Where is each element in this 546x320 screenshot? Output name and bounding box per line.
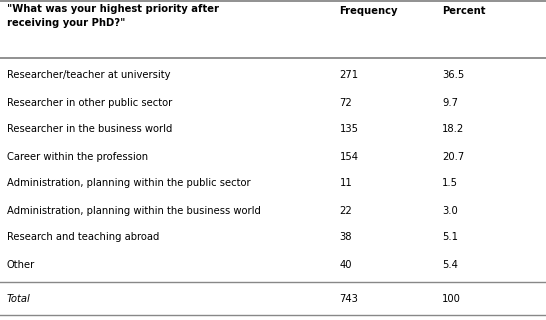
- Text: 9.7: 9.7: [442, 98, 458, 108]
- Text: 72: 72: [340, 98, 352, 108]
- Text: 40: 40: [340, 260, 352, 269]
- Text: Career within the profession: Career within the profession: [7, 151, 147, 162]
- Text: 271: 271: [340, 70, 359, 81]
- Text: Frequency: Frequency: [340, 6, 398, 16]
- Text: 100: 100: [442, 293, 461, 303]
- Text: 5.1: 5.1: [442, 233, 458, 243]
- Text: Percent: Percent: [442, 6, 486, 16]
- Text: 1.5: 1.5: [442, 179, 458, 188]
- Text: 22: 22: [340, 205, 352, 215]
- Text: Research and teaching abroad: Research and teaching abroad: [7, 233, 159, 243]
- Text: 3.0: 3.0: [442, 205, 458, 215]
- Text: Researcher/teacher at university: Researcher/teacher at university: [7, 70, 170, 81]
- Text: Total: Total: [7, 293, 30, 303]
- Text: 36.5: 36.5: [442, 70, 465, 81]
- Text: 154: 154: [340, 151, 359, 162]
- Text: 135: 135: [340, 124, 359, 134]
- Text: 5.4: 5.4: [442, 260, 458, 269]
- Text: Researcher in the business world: Researcher in the business world: [7, 124, 172, 134]
- Text: 38: 38: [340, 233, 352, 243]
- Text: Administration, planning within the business world: Administration, planning within the busi…: [7, 205, 260, 215]
- Text: 20.7: 20.7: [442, 151, 465, 162]
- Text: Researcher in other public sector: Researcher in other public sector: [7, 98, 172, 108]
- Text: "What was your highest priority after
receiving your PhD?": "What was your highest priority after re…: [7, 4, 218, 28]
- Text: Administration, planning within the public sector: Administration, planning within the publ…: [7, 179, 250, 188]
- Text: 18.2: 18.2: [442, 124, 465, 134]
- Text: 11: 11: [340, 179, 352, 188]
- Text: Other: Other: [7, 260, 35, 269]
- Text: 743: 743: [340, 293, 359, 303]
